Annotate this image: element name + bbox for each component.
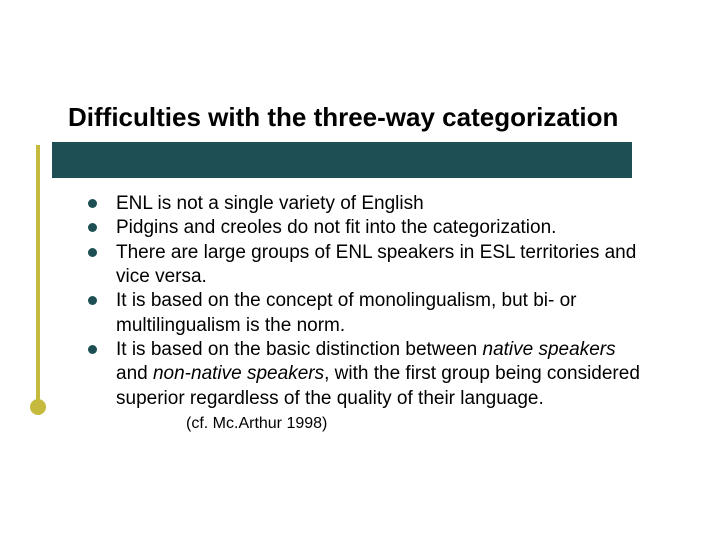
list-item: ENL is not a single variety of English	[88, 192, 650, 216]
bullet-text-italic: native speakers	[483, 339, 616, 360]
slide: Difficulties with the three-way categori…	[0, 0, 720, 540]
bullet-text: There are large groups of ENL speakers i…	[116, 242, 636, 287]
accent-line	[36, 145, 40, 405]
list-item: Pidgins and creoles do not fit into the …	[88, 216, 650, 240]
accent-dot	[30, 399, 46, 415]
bullet-text-pre: It is based on the basic distinction bet…	[116, 339, 483, 360]
slide-title: Difficulties with the three-way categori…	[68, 102, 618, 133]
bullet-text: It is based on the concept of monolingua…	[116, 290, 576, 335]
bullet-text-italic: non-native speakers	[153, 363, 324, 384]
list-item: There are large groups of ENL speakers i…	[88, 241, 650, 290]
citation: (cf. Mc.Arthur 1998)	[186, 414, 327, 434]
bullet-text-mid: and	[116, 363, 153, 384]
bullet-list: ENL is not a single variety of English P…	[88, 192, 650, 435]
bullet-text: Pidgins and creoles do not fit into the …	[116, 217, 556, 238]
bullet-text: ENL is not a single variety of English	[116, 193, 424, 214]
list-item: It is based on the basic distinction bet…	[88, 338, 650, 435]
title-underline-bar	[52, 142, 632, 178]
list-item: It is based on the concept of monolingua…	[88, 289, 650, 338]
